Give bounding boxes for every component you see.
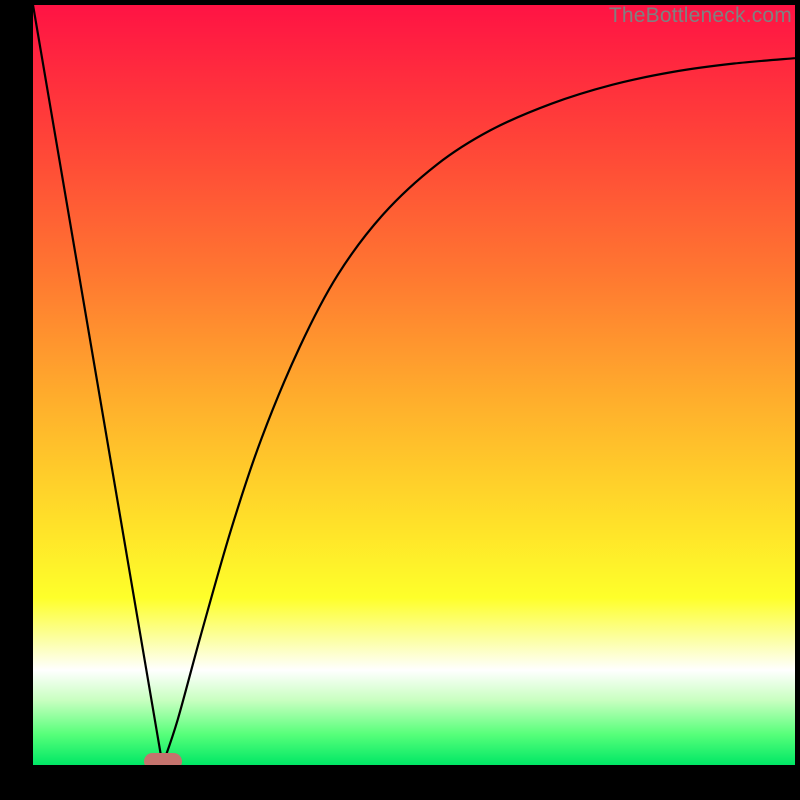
curve-descending-segment — [33, 5, 163, 765]
watermark-text: TheBottleneck.com — [609, 4, 792, 28]
plot-area — [33, 5, 795, 765]
optimum-marker — [144, 753, 182, 765]
bottleneck-curve — [33, 5, 795, 765]
curve-saturation-segment — [163, 58, 795, 765]
chart-canvas: TheBottleneck.com — [0, 0, 800, 800]
